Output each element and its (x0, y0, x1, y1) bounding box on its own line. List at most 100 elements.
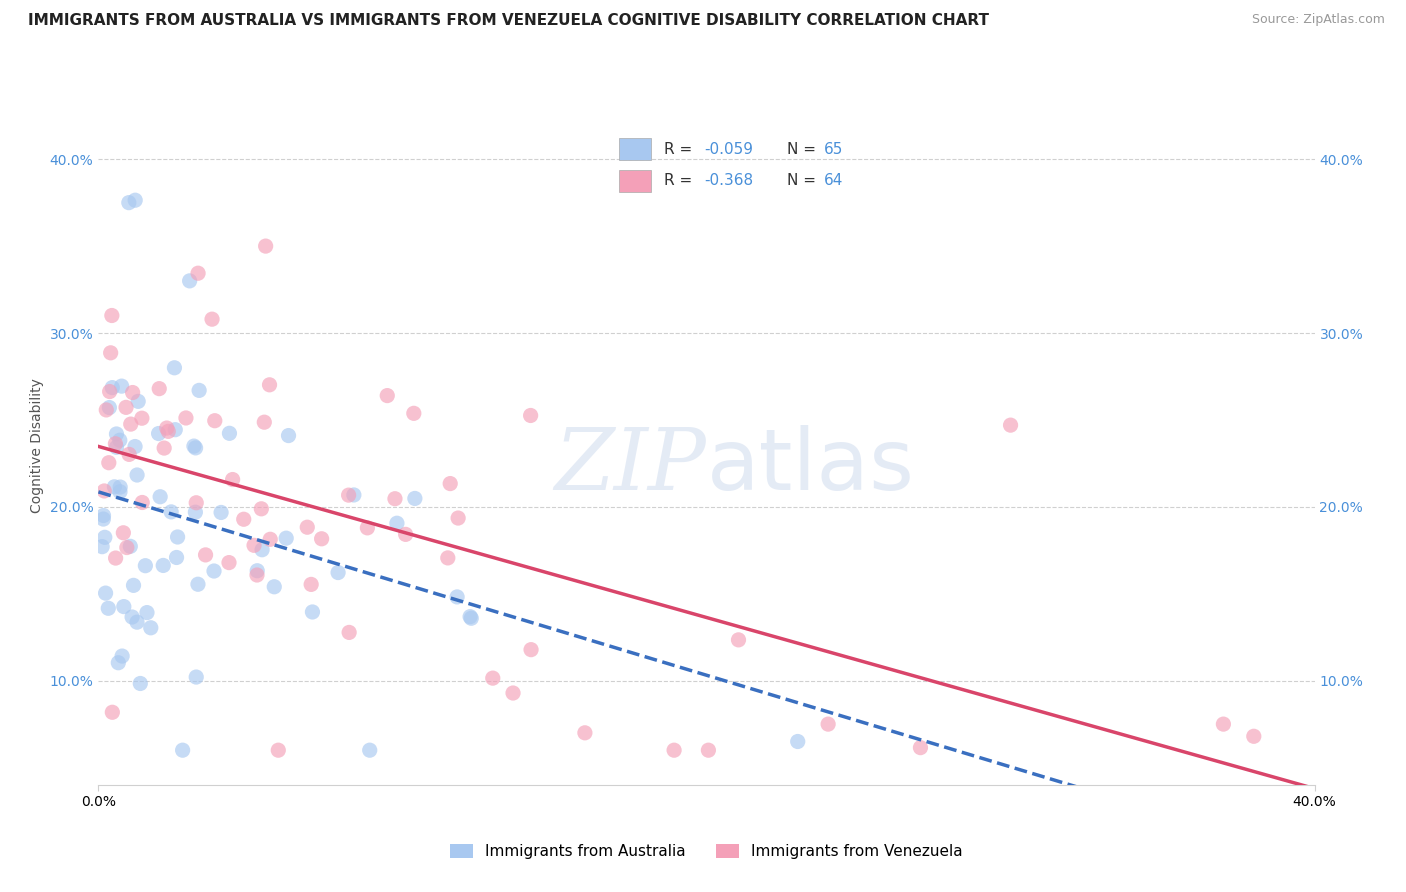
Point (131, 411, 153, 425)
Point (118, 195, 141, 210)
Point (91, 540, 114, 554)
Point (125, 615, 148, 629)
Point (152, 558, 174, 573)
Point (153, 441, 176, 455)
Point (337, 488, 360, 502)
Point (100, 346, 122, 360)
Point (101, 381, 124, 395)
Point (156, 421, 179, 435)
Point (402, 406, 425, 420)
Bar (619, 169, 651, 192)
Text: 64: 64 (824, 173, 844, 188)
Point (250, 501, 273, 516)
Text: 65: 65 (824, 142, 844, 157)
Point (134, 558, 156, 573)
Text: R =: R = (664, 142, 697, 157)
Point (105, 427, 128, 442)
Point (259, 377, 281, 392)
Text: atlas: atlas (707, 425, 914, 508)
Point (404, 491, 426, 506)
Point (105, 440, 128, 454)
Point (120, 539, 142, 553)
Point (108, 484, 131, 499)
Point (179, 274, 201, 288)
Text: N =: N = (787, 142, 821, 157)
Point (254, 239, 277, 253)
Point (101, 309, 124, 323)
Point (121, 610, 143, 624)
Point (727, 632, 749, 647)
Point (111, 379, 134, 393)
Point (118, 447, 141, 461)
Point (209, 506, 232, 520)
Point (112, 599, 135, 614)
Point (101, 706, 124, 720)
Point (125, 468, 148, 483)
Point (127, 394, 149, 409)
Point (104, 436, 127, 450)
Point (1243, 729, 1265, 743)
Point (93, 483, 115, 498)
Point (276, 531, 298, 545)
Point (201, 312, 224, 326)
Text: -0.368: -0.368 (704, 173, 754, 188)
Point (253, 415, 276, 429)
Point (246, 568, 269, 582)
Point (299, 577, 322, 591)
Point (697, 743, 720, 757)
Point (165, 423, 187, 437)
Point (115, 401, 138, 415)
Point (297, 520, 319, 534)
Point (243, 538, 266, 552)
Point (184, 505, 207, 519)
Bar (619, 138, 651, 161)
Point (108, 434, 131, 448)
Point (122, 578, 145, 592)
Point (97, 601, 120, 615)
Point (136, 606, 159, 620)
Point (186, 670, 208, 684)
Point (259, 533, 281, 547)
Point (356, 521, 378, 535)
Point (163, 360, 186, 375)
Point (187, 266, 209, 280)
Point (204, 414, 226, 428)
Point (120, 417, 142, 431)
Point (246, 564, 269, 578)
Point (107, 656, 129, 670)
Point (97, 456, 120, 470)
Point (662, 743, 685, 757)
Point (111, 649, 134, 664)
Y-axis label: Cognitive Disability: Cognitive Disability (30, 378, 44, 514)
Point (148, 382, 170, 396)
Point (186, 496, 208, 510)
Point (520, 642, 543, 657)
Point (910, 740, 932, 755)
Point (218, 556, 240, 570)
Text: R =: R = (664, 173, 697, 188)
Point (184, 441, 207, 455)
Point (343, 488, 366, 502)
Point (121, 385, 143, 400)
Legend: Immigrants from Australia, Immigrants from Venezuela: Immigrants from Australia, Immigrants fr… (444, 838, 969, 865)
Point (103, 480, 125, 494)
Point (277, 428, 299, 442)
Point (359, 743, 381, 757)
Point (232, 512, 254, 526)
Point (108, 480, 131, 494)
Point (311, 532, 333, 546)
Point (139, 621, 162, 635)
Point (1000, 418, 1022, 433)
Point (1212, 717, 1234, 731)
Point (436, 550, 458, 565)
Text: Source: ZipAtlas.com: Source: ZipAtlas.com (1251, 13, 1385, 27)
Point (447, 511, 470, 525)
Point (148, 426, 170, 441)
Point (817, 717, 839, 731)
Point (96, 403, 118, 417)
Point (458, 609, 481, 624)
Text: N =: N = (787, 173, 821, 188)
Point (124, 440, 146, 454)
Point (93, 508, 115, 523)
Point (439, 476, 461, 491)
